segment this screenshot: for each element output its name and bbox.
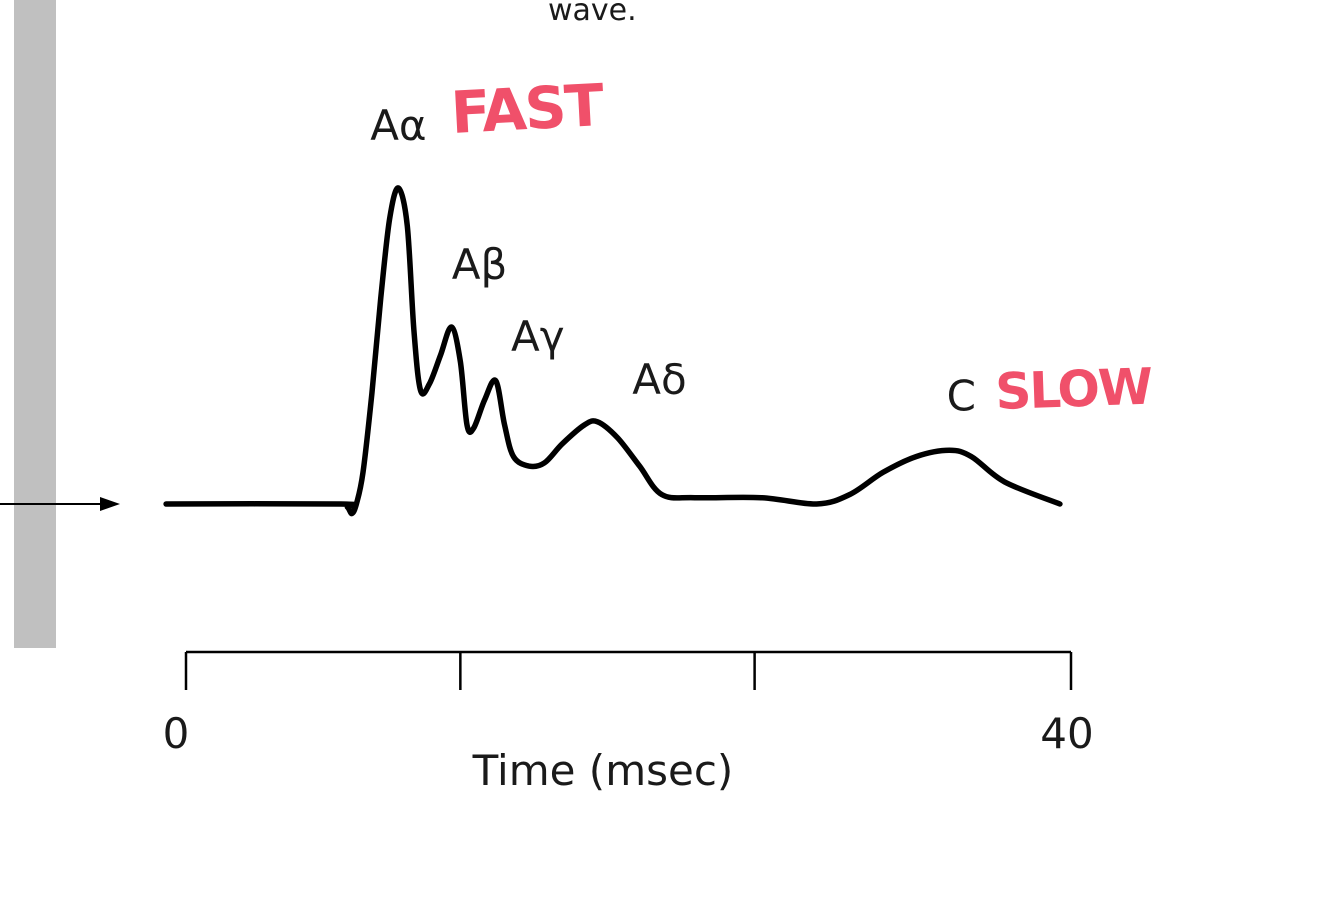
stimulus-arrow-icon bbox=[0, 497, 120, 511]
peak-label-1: Aβ bbox=[452, 240, 508, 289]
x-axis: 0 40 Time (msec) bbox=[163, 650, 1094, 795]
fast-annotation: FAST bbox=[449, 71, 606, 147]
peak-label-0: Aα bbox=[370, 101, 426, 150]
caption-fragment: wave. bbox=[548, 0, 637, 28]
slow-annotation: SLOW bbox=[994, 358, 1153, 421]
response-trace bbox=[163, 185, 1063, 517]
peak-label-4: C bbox=[947, 371, 976, 420]
x-tick-label-0: 0 bbox=[163, 709, 190, 758]
x-axis-label: Time (msec) bbox=[472, 746, 734, 795]
peak-label-3: Aδ bbox=[632, 355, 686, 404]
peak-label-2: Aγ bbox=[511, 312, 565, 361]
side-bar bbox=[14, 0, 56, 648]
x-tick-label-1: 40 bbox=[1040, 709, 1093, 758]
